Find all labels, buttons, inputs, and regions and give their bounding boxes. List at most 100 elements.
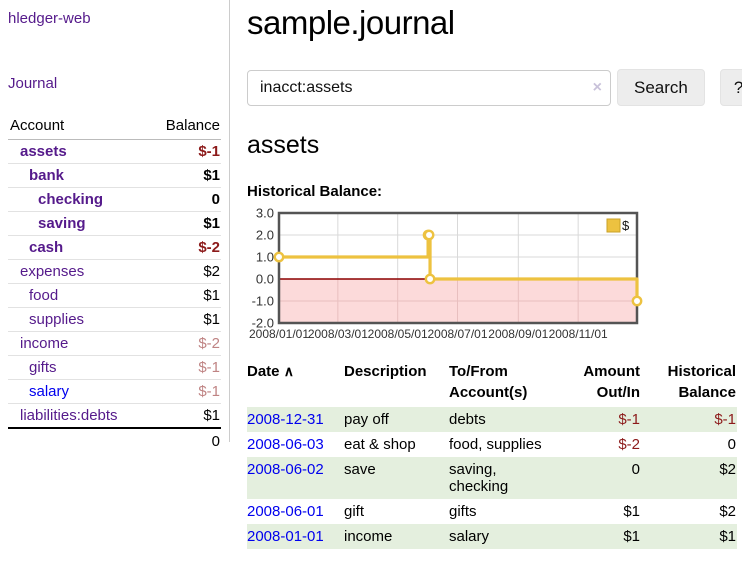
transaction-accounts: saving, checking — [449, 457, 561, 499]
transaction-description: income — [344, 524, 449, 549]
search-button[interactable]: Search — [617, 69, 705, 106]
register-row: 2008-01-01 income salary $1 $1 — [247, 524, 737, 549]
account-row: food $1 — [8, 283, 221, 308]
transaction-description: gift — [344, 503, 365, 520]
account-balance: $1 — [203, 287, 220, 304]
register-table: Date ∧ Description To/From Account(s) Am… — [247, 359, 737, 549]
account-link-gifts[interactable]: gifts — [29, 359, 57, 376]
search-row: × Search ? — [247, 69, 742, 106]
sort-asc-icon: ∧ — [283, 363, 294, 379]
transaction-amount: 0 — [561, 457, 641, 499]
transaction-balance: 0 — [727, 436, 736, 453]
account-link-food[interactable]: food — [29, 287, 59, 304]
app-brand-link[interactable]: hledger-web — [8, 10, 91, 27]
account-row: checking 0 — [8, 187, 221, 212]
transaction-accounts: debts — [449, 407, 561, 432]
transaction-date-link[interactable]: 2008-01-01 — [247, 528, 324, 545]
register-header-description: Description — [344, 363, 427, 380]
search-input[interactable] — [247, 69, 611, 106]
account-balance: $-1 — [198, 383, 220, 400]
historical-balance-chart: $3.0 2.0 1.0 0.0 -1.0 -2.02008/01/012008/03/0… — [249, 206, 643, 341]
account-balance: $1 — [203, 167, 220, 184]
account-link-assets[interactable]: assets — [20, 143, 67, 160]
clear-search-icon[interactable]: × — [592, 78, 602, 96]
svg-text:0.0: 0.0 — [256, 272, 274, 287]
transaction-balance: $-1 — [641, 407, 737, 432]
journal-link[interactable]: Journal — [8, 75, 58, 92]
svg-text:2008/01/01: 2008/01/01 — [249, 327, 309, 341]
account-row: salary $-1 — [8, 379, 221, 404]
account-balance: $-1 — [198, 359, 220, 376]
svg-text:2008/07/01: 2008/07/01 — [427, 327, 487, 341]
transaction-date-link[interactable]: 2008-12-31 — [247, 411, 324, 428]
transaction-balance: $2 — [641, 457, 737, 499]
transaction-date-link[interactable]: 2008-06-01 — [247, 503, 324, 520]
account-row: cash $-2 — [8, 235, 221, 260]
svg-text:1.0: 1.0 — [256, 250, 274, 265]
page-title: sample.journal — [247, 4, 455, 41]
account-link-checking[interactable]: checking — [38, 191, 104, 208]
register-row: 2008-06-01 gift gifts $1 $2 — [247, 499, 737, 524]
account-balance: $-1 — [198, 143, 220, 160]
svg-text:2008/11/01: 2008/11/01 — [549, 327, 608, 341]
register-header-date[interactable]: Date ∧ — [247, 363, 294, 380]
account-row: supplies $1 — [8, 307, 221, 332]
account-balance: $-2 — [198, 239, 220, 256]
svg-text:3.0: 3.0 — [256, 206, 274, 221]
main-content: sample.journal × Search ? assets Histori… — [230, 0, 742, 582]
accounts-header-account: Account — [8, 114, 148, 140]
accounts-total-value: 0 — [147, 427, 221, 453]
transaction-accounts: food, supplies — [449, 436, 542, 453]
svg-text:-1.0: -1.0 — [252, 294, 274, 309]
historical-balance-label: Historical Balance: — [247, 183, 383, 200]
account-link-supplies[interactable]: supplies — [29, 311, 85, 328]
account-balance: $1 — [203, 407, 220, 424]
sidebar: hledger-web Journal Account Balance asse… — [0, 0, 230, 453]
account-balance: $-2 — [198, 335, 220, 352]
svg-text:2008/09/01: 2008/09/01 — [488, 327, 548, 341]
account-balance: $2 — [203, 263, 220, 280]
svg-text:2008/03/01: 2008/03/01 — [308, 327, 368, 341]
accounts-table: Account Balance assets $-1 bank $1 checking 0… — [8, 114, 221, 453]
account-link-saving[interactable]: saving — [38, 215, 86, 232]
svg-text:$: $ — [622, 218, 630, 233]
register-header-balance: Historical Balance — [667, 363, 736, 401]
search-box: × — [247, 69, 611, 106]
account-link-income[interactable]: income — [20, 335, 69, 352]
register-table-body: 2008-12-31 pay off debts $-1 $-1 2008-06-03 ea… — [247, 407, 737, 549]
account-section-title: assets — [247, 131, 320, 159]
account-row: assets $-1 — [8, 139, 221, 164]
chart-wrap: $3.0 2.0 1.0 0.0 -1.0 -2.0 2008/01/01 2008/03/0… — [247, 206, 742, 343]
transaction-description: eat & shop — [344, 436, 416, 453]
transaction-balance: $1 — [641, 524, 737, 549]
account-row: expenses $2 — [8, 259, 221, 284]
account-link-bank[interactable]: bank — [29, 167, 65, 184]
account-row: gifts $-1 — [8, 355, 221, 380]
register-row: 2008-12-31 pay off debts $-1 $-1 — [247, 407, 737, 432]
svg-text:2008/05/01: 2008/05/01 — [368, 327, 428, 341]
account-row: income $-2 — [8, 331, 221, 356]
account-link-liabilities-debts[interactable]: liabilities:debts — [20, 407, 118, 424]
account-row: saving $1 — [8, 211, 221, 236]
register-row: 2008-06-02 save saving, checking 0 $2 — [247, 457, 737, 499]
account-row: liabilities:debts $1 — [8, 403, 221, 429]
account-link-cash[interactable]: cash — [29, 239, 64, 256]
accounts-header-balance: Balance — [147, 114, 221, 140]
transaction-accounts: salary — [449, 524, 561, 549]
account-link-expenses[interactable]: expenses — [20, 263, 85, 280]
accounts-total-row: 0 — [8, 427, 221, 453]
account-link-salary[interactable]: salary — [29, 383, 70, 400]
svg-text:2.0: 2.0 — [256, 228, 274, 243]
transaction-description: save — [344, 457, 449, 499]
register-row: 2008-06-03 eat & shop food, supplies $-2 0 — [247, 432, 737, 457]
transaction-date-link[interactable]: 2008-06-02 — [247, 461, 324, 478]
transaction-date-link[interactable]: 2008-06-03 — [247, 436, 324, 453]
transaction-amount: $-1 — [561, 407, 641, 432]
help-button[interactable]: ? — [719, 69, 742, 106]
transaction-balance: $2 — [719, 503, 736, 520]
nav-journal: Journal — [8, 75, 221, 93]
account-balance: $1 — [203, 215, 220, 232]
account-balance: 0 — [211, 191, 220, 208]
transaction-description: pay off — [344, 407, 449, 432]
account-row: bank $1 — [8, 163, 221, 188]
